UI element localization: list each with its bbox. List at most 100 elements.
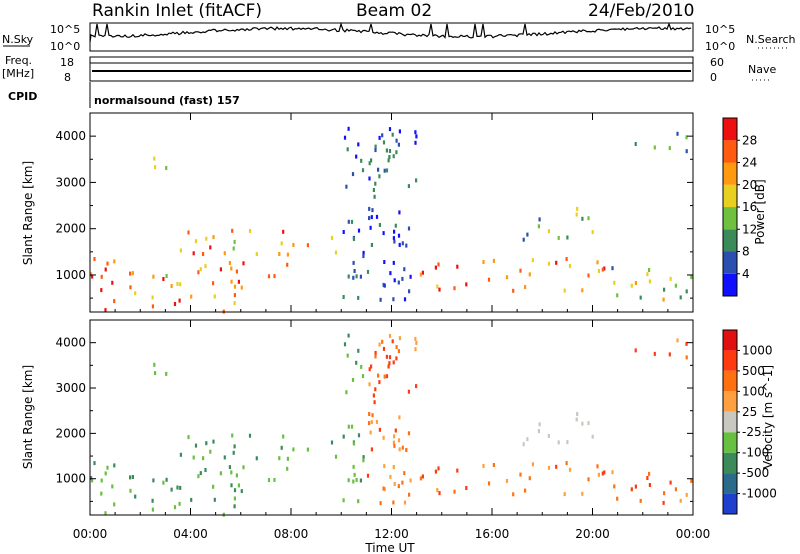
heatmap-cell <box>190 294 193 299</box>
heatmap-cell <box>368 421 371 426</box>
colorbar-tick-label: 28 <box>742 133 757 147</box>
heatmap-cell <box>100 288 103 293</box>
power-frame <box>89 112 694 313</box>
colorbar-tick-label: 12 <box>742 222 757 236</box>
heatmap-cell <box>393 434 396 439</box>
heatmap-cell <box>419 476 422 481</box>
heatmap-cell <box>639 498 642 503</box>
heatmap-cell <box>547 261 551 266</box>
heatmap-cell <box>568 467 572 472</box>
heatmap-cell <box>382 486 385 491</box>
heatmap-cell <box>371 413 374 418</box>
heatmap-cell <box>381 339 384 344</box>
heatmap-cell <box>178 298 181 303</box>
heatmap-cell <box>353 472 356 477</box>
cpid-label: CPID <box>8 90 37 103</box>
heatmap-cell <box>111 484 114 489</box>
heatmap-cell <box>357 295 360 300</box>
heatmap-cell <box>674 283 677 288</box>
velocity-y-ticks: 1000 2000 3000 4000 <box>55 336 693 502</box>
heatmap-cell <box>563 492 566 497</box>
heatmap-cell <box>566 235 569 240</box>
heatmap-cell <box>409 478 412 483</box>
heatmap-cell <box>482 260 485 264</box>
heatmap-cell <box>129 488 132 493</box>
heatmap-cell <box>524 488 527 493</box>
heatmap-cell <box>531 462 534 467</box>
heatmap-cell <box>373 194 376 199</box>
heatmap-cell <box>374 350 377 355</box>
heatmap-cell <box>378 135 381 140</box>
heatmap-cell <box>233 488 237 493</box>
colorbar-tick-label: 500 <box>742 364 765 378</box>
heatmap-cell <box>397 280 400 285</box>
heatmap-cell <box>369 430 372 435</box>
heatmap-cell <box>306 243 309 248</box>
heatmap-cell <box>381 133 384 138</box>
heatmap-cell <box>372 188 375 192</box>
heatmap-cell <box>369 225 372 230</box>
colorbar-tick-label: 16 <box>742 200 757 214</box>
heatmap-cell <box>526 232 529 237</box>
nave-tick-top: 60 <box>710 56 724 69</box>
heatmap-cell <box>347 219 350 224</box>
heatmap-cell <box>407 226 411 231</box>
heatmap-cell <box>453 489 456 494</box>
heatmap-cell <box>104 511 107 516</box>
heatmap-cell <box>231 228 234 233</box>
heatmap-cell <box>382 346 386 351</box>
heatmap-cell <box>362 250 365 255</box>
heatmap-cell <box>280 445 283 450</box>
heatmap-cell <box>576 206 579 211</box>
heatmap-cell <box>368 176 371 181</box>
colorbar-swatch <box>723 330 737 351</box>
time-axis-ticks: 00:00 04:00 08:00 12:00 16:00 20:00 00:00 <box>73 113 711 541</box>
power-ylabel: Slant Range [km] <box>21 161 35 265</box>
heatmap-cell <box>388 361 391 366</box>
heatmap-cell <box>152 274 155 279</box>
heatmap-cell <box>685 135 688 140</box>
heatmap-cell <box>393 239 396 244</box>
heatmap-cell <box>233 301 236 306</box>
x-tick-label: 16:00 <box>475 527 510 541</box>
heatmap-cell <box>613 280 616 285</box>
heatmap-cell <box>648 483 651 487</box>
heatmap-cell <box>228 465 231 470</box>
heatmap-cell <box>179 452 182 457</box>
heatmap-cell <box>230 279 233 284</box>
heatmap-cell <box>345 390 348 395</box>
heatmap-cell <box>392 465 395 469</box>
heatmap-cell <box>378 380 381 385</box>
heatmap-cell <box>355 274 358 279</box>
heatmap-cell <box>382 282 385 287</box>
heatmap-cell <box>190 497 193 502</box>
heatmap-cell <box>350 424 354 429</box>
heatmap-cell <box>557 440 560 445</box>
x-tick-label: 00:00 <box>676 527 711 541</box>
heatmap-cell <box>388 127 392 132</box>
heatmap-cell <box>547 433 550 438</box>
heatmap-cell <box>162 480 165 485</box>
heatmap-cell <box>209 449 212 454</box>
heatmap-cell <box>581 491 584 496</box>
heatmap-cell <box>389 271 392 276</box>
heatmap-cell <box>648 279 651 284</box>
heatmap-cell <box>662 500 665 505</box>
heatmap-cell <box>173 302 177 306</box>
heatmap-cell <box>237 483 240 488</box>
nsky-label: N.Sky <box>2 33 34 46</box>
heatmap-cell <box>152 478 155 483</box>
nsearch-label: N.Search <box>746 33 796 46</box>
heatmap-cell <box>392 260 395 265</box>
heatmap-cell <box>368 382 371 387</box>
heatmap-cell <box>663 491 666 496</box>
heatmap-cell <box>371 208 374 213</box>
heatmap-cell <box>685 289 688 294</box>
heatmap-cell <box>273 274 276 279</box>
heatmap-cell <box>378 427 381 432</box>
heatmap-cell <box>187 435 190 440</box>
heatmap-cell <box>273 477 276 482</box>
heatmap-cell <box>100 274 103 279</box>
heatmap-cell <box>653 145 656 150</box>
heatmap-cell <box>267 274 271 279</box>
